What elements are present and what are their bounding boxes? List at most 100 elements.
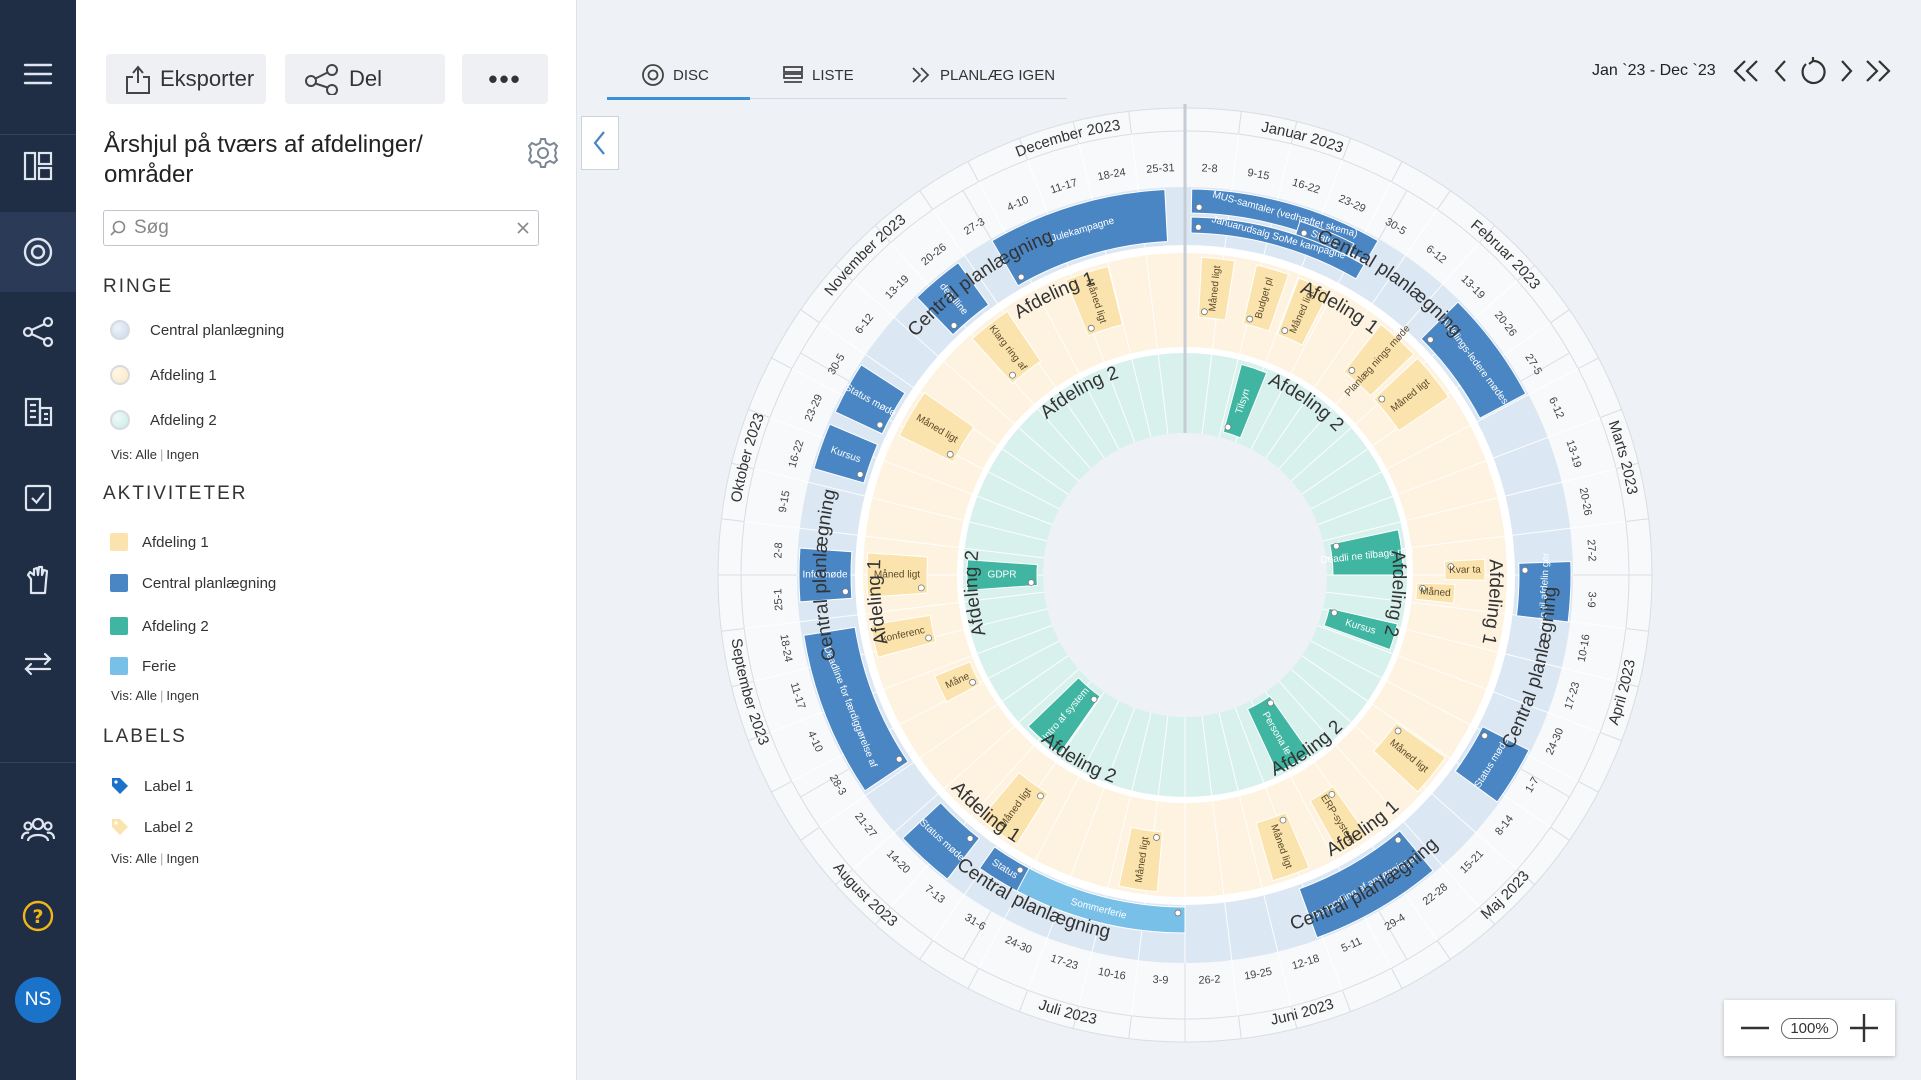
vis-prefix: Vis:	[111, 688, 133, 703]
ring-label: Central planlægning	[150, 321, 285, 339]
show-none-link[interactable]: Ingen	[166, 851, 199, 866]
zoom-level: 100%	[1781, 1017, 1838, 1039]
activity-central[interactable]: Info til afdelin ger	[1515, 552, 1572, 629]
activity-item-afdeling-1[interactable]: Afdeling 1	[110, 533, 209, 551]
ring-item-afdeling-2[interactable]: Afdeling 2	[110, 410, 217, 430]
last-period-icon[interactable]	[1862, 56, 1894, 86]
export-button[interactable]: Eksporter	[106, 54, 266, 104]
search-box	[103, 210, 539, 246]
activity-label: Info møde	[802, 570, 847, 581]
tab-liste[interactable]: LISTE	[782, 60, 854, 90]
week-label: 25-31	[1146, 162, 1175, 176]
activity-afd1[interactable]: konferenc	[870, 614, 937, 658]
show-none-link[interactable]: Ingen	[166, 447, 199, 462]
team-icon[interactable]	[0, 790, 76, 870]
activity-central[interactable]: Kursus	[813, 423, 879, 484]
activity-item-ferie[interactable]: Ferie	[110, 657, 176, 675]
more-button[interactable]: •••	[462, 54, 548, 104]
svg-text:?: ?	[32, 906, 43, 928]
activity-central[interactable]: Sommerferie	[1010, 864, 1186, 934]
tag-icon	[112, 819, 128, 835]
activity-central[interactable]: Status	[978, 846, 1030, 892]
avatar[interactable]: NS	[15, 977, 61, 1023]
activity-afd1[interactable]: Måned ligt	[1118, 826, 1164, 893]
list-icon	[783, 66, 803, 83]
activities-visibility: Vis: Alle | Ingen	[111, 688, 199, 703]
show-all-link[interactable]: Alle	[135, 447, 158, 462]
tab-planlaeg-igen[interactable]: PLANLÆG IGEN	[910, 60, 1055, 90]
activity-afd1[interactable]: Måned ligt	[898, 391, 975, 463]
activity-afd2[interactable]: Deadli ne tilbage mel	[1320, 529, 1414, 576]
activity-afd2[interactable]: Kursus	[1323, 607, 1399, 651]
share-button[interactable]: Del	[285, 54, 445, 104]
export-label: Eksporter	[160, 66, 255, 91]
prev-period-icon[interactable]	[1770, 56, 1792, 86]
ring-label: Afdeling 2	[150, 411, 217, 429]
more-label: •••	[488, 63, 522, 94]
activity-central[interactable]: Status møde	[834, 364, 906, 435]
tab-label: DISC	[673, 66, 709, 84]
show-all-link[interactable]: Alle	[135, 851, 158, 866]
activity-central[interactable]: Status møde	[901, 802, 981, 880]
activity-afd1[interactable]: Budget pl	[1242, 264, 1290, 332]
show-none-link[interactable]: Ingen	[166, 688, 199, 703]
wheel-center	[1043, 433, 1327, 717]
help-icon[interactable]: ?	[0, 876, 76, 956]
label-item-2[interactable]: Label 2	[110, 817, 193, 837]
dashboard-icon[interactable]	[0, 126, 76, 206]
ring-swatch	[110, 410, 130, 430]
hand-icon[interactable]	[0, 540, 76, 620]
show-all-link[interactable]: Alle	[135, 688, 158, 703]
activity-label: Afdeling 2	[142, 617, 209, 635]
activity-afd1[interactable]: Planlæg nings møde	[1343, 323, 1415, 399]
disc-icon[interactable]	[0, 212, 76, 292]
zoom-out-icon[interactable]	[1738, 1013, 1772, 1043]
zoom-control: 100%	[1724, 1000, 1895, 1056]
activity-afd1[interactable]: Måned ligt	[1065, 265, 1124, 337]
label-item-1[interactable]: Label 1	[110, 776, 193, 796]
rings-heading: RINGE	[103, 276, 174, 297]
activity-swatch	[110, 533, 128, 551]
vis-prefix: Vis:	[111, 851, 133, 866]
search-input[interactable]	[132, 216, 508, 240]
side-panel: Eksporter Del ••• Årshjul på tværs af af…	[76, 0, 577, 1080]
collapse-panel-button[interactable]	[581, 116, 619, 170]
activity-afd1[interactable]: Måned	[1415, 582, 1456, 604]
ring-swatch	[110, 320, 130, 340]
activity-item-afdeling-2[interactable]: Afdeling 2	[110, 617, 209, 635]
activity-item-central[interactable]: Central planlægning	[110, 574, 276, 592]
activity-afd1[interactable]: Kvar ta	[1444, 558, 1486, 581]
zoom-in-icon[interactable]	[1847, 1013, 1881, 1043]
checkbox-icon[interactable]	[0, 458, 76, 538]
activity-central[interactable]: Julekampagne	[991, 189, 1169, 287]
activity-afd2[interactable]: GDPR	[966, 559, 1038, 591]
activity-central[interactable]: Info møde	[798, 547, 853, 603]
gear-icon[interactable]	[526, 136, 560, 170]
share-network-icon[interactable]	[0, 292, 76, 372]
reset-period-icon[interactable]	[1797, 56, 1829, 88]
vis-prefix: Vis:	[111, 447, 133, 462]
ring-item-central[interactable]: Central planlægning	[110, 320, 284, 340]
first-period-icon[interactable]	[1730, 56, 1762, 86]
activity-afd1[interactable]: Måned ligt	[866, 552, 929, 598]
menu-icon[interactable]	[0, 34, 76, 114]
buildings-icon[interactable]	[0, 372, 76, 452]
nav-rail: ? NS	[0, 0, 76, 1080]
labels-heading: LABELS	[103, 726, 187, 747]
activity-afd1[interactable]: Måned ligt	[1372, 722, 1447, 793]
activity-afd1[interactable]: Måned ligt	[1255, 811, 1310, 882]
next-period-icon[interactable]	[1835, 56, 1857, 86]
activity-central[interactable]: deadline	[916, 262, 990, 336]
clear-search-icon[interactable]	[508, 218, 538, 238]
activity-afd1[interactable]: Måned ligt	[979, 771, 1049, 846]
activity-afd1[interactable]: Måne	[934, 661, 981, 703]
week-label: 25-1	[772, 588, 785, 611]
transfer-icon[interactable]	[0, 624, 76, 704]
ring-item-afdeling-1[interactable]: Afdeling 1	[110, 365, 217, 385]
activity-afd1[interactable]: Måned ligt	[1197, 256, 1236, 321]
activity-central[interactable]: Status møde	[1454, 725, 1530, 803]
tab-disc[interactable]: DISC	[641, 60, 709, 90]
activity-afd2[interactable]: Tilsyn	[1222, 363, 1268, 439]
activity-afd1[interactable]: Måned ligt	[1372, 357, 1450, 432]
